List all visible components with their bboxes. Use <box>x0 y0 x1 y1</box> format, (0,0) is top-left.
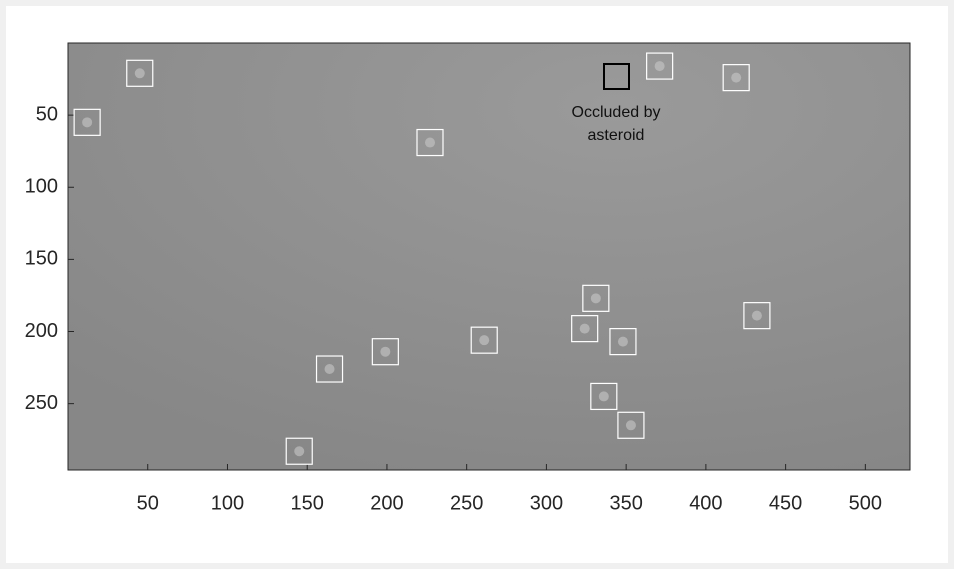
x-tick-label: 500 <box>849 492 882 514</box>
detection-box <box>73 108 101 136</box>
annotation: asteroid <box>588 127 645 144</box>
detection-box <box>571 315 599 343</box>
x-tick-label: 400 <box>689 492 722 514</box>
object-spot <box>294 446 305 457</box>
detection-box <box>582 284 610 312</box>
x-tick-label: 350 <box>609 492 642 514</box>
detection-box <box>285 437 313 465</box>
x-tick-label: 200 <box>370 492 403 514</box>
object-spot <box>617 336 628 347</box>
annotation: Occluded by <box>572 104 661 121</box>
detection-box <box>126 59 154 87</box>
object-spot <box>654 61 665 72</box>
object-spot <box>134 68 145 79</box>
detection-box <box>617 411 645 439</box>
detection-box <box>416 128 444 157</box>
y-tick-label: 250 <box>25 392 58 414</box>
y-tick-label: 150 <box>25 248 58 270</box>
detection-box <box>743 302 771 330</box>
object-spot <box>324 364 335 375</box>
object-spot <box>579 323 590 334</box>
detection-box <box>609 328 637 356</box>
detection-box <box>722 64 750 92</box>
x-tick-label: 450 <box>769 492 802 514</box>
y-tick-label: 100 <box>25 176 58 198</box>
x-tick-label: 300 <box>530 492 563 514</box>
occluded-marker <box>603 63 630 90</box>
object-spot <box>424 137 435 148</box>
image-area <box>67 42 911 471</box>
object-spot <box>751 310 762 321</box>
object-spot <box>731 72 742 83</box>
object-spot <box>380 346 391 357</box>
x-tick-label: 250 <box>450 492 483 514</box>
y-tick-label: 200 <box>25 320 58 342</box>
object-spot <box>598 391 609 402</box>
detection-box <box>371 338 399 366</box>
object-spot <box>625 420 636 431</box>
x-tick-label: 100 <box>211 492 244 514</box>
object-spot <box>82 117 93 128</box>
x-tick-label: 50 <box>137 492 159 514</box>
detection-box <box>315 355 344 383</box>
x-tick-label: 150 <box>291 492 324 514</box>
detection-box <box>590 382 618 411</box>
object-spot <box>590 293 601 304</box>
detection-box <box>646 52 674 80</box>
detection-box <box>470 326 498 354</box>
object-spot <box>479 335 490 346</box>
y-tick-label: 50 <box>36 103 58 125</box>
